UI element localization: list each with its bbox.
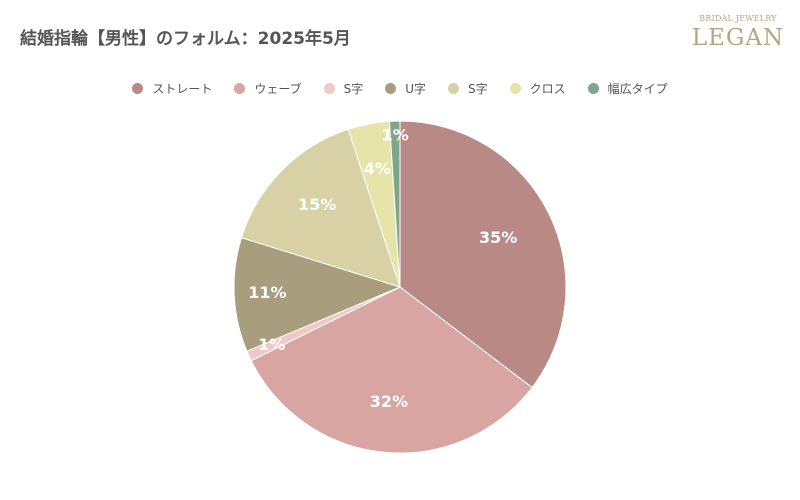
slice-label: 4% [364, 159, 391, 178]
chart-title: 結婚指輪【男性】のフォルム：2025年5月 [20, 29, 351, 49]
slice-label: 1% [382, 126, 409, 145]
legend-item[interactable]: 幅広タイプ [587, 80, 668, 97]
legend-item[interactable]: ウェーブ [234, 80, 302, 97]
brand-logo: BRIDAL JEWELRY LEGAN [690, 12, 786, 50]
legend-swatch [234, 83, 246, 94]
pie-slice[interactable] [240, 128, 401, 288]
legend-label: S字 [468, 82, 488, 96]
legend-label: ストレート [152, 82, 213, 96]
pie-slice[interactable] [250, 286, 533, 454]
slice-label: 1% [258, 335, 285, 354]
legend-swatch [132, 83, 144, 94]
logo-subtitle: BRIDAL JEWELRY [699, 14, 777, 23]
legend-item[interactable]: S字 [323, 80, 364, 97]
legend-swatch [509, 83, 521, 94]
legend-label: ウェーブ [254, 82, 302, 96]
slice-label: 35% [479, 228, 517, 247]
legend-label: クロス [529, 82, 566, 96]
chart-legend: ストレート ウェーブ S字 U字 S字 クロス 幅広タイプ [0, 80, 800, 97]
legend-item[interactable]: S字 [448, 80, 488, 97]
slice-label: 15% [298, 195, 336, 214]
legend-label: S字 [343, 82, 364, 96]
slice-label: 11% [248, 283, 286, 302]
pie-slice[interactable] [233, 237, 402, 352]
legend-label: 幅広タイプ [607, 82, 668, 96]
legend-swatch [587, 83, 599, 94]
legend-item[interactable]: ストレート [132, 80, 212, 97]
legend-swatch [448, 83, 460, 94]
pie-slice[interactable] [388, 120, 401, 288]
logo-name: LEGAN [691, 25, 785, 51]
legend-item[interactable]: U字 [385, 80, 426, 97]
legend-swatch [323, 83, 335, 94]
legend-swatch [385, 83, 397, 94]
slice-label: 32% [370, 392, 408, 411]
legend-item[interactable]: クロス [509, 80, 566, 97]
pie-slice[interactable] [399, 120, 567, 389]
legend-label: U字 [405, 82, 427, 96]
